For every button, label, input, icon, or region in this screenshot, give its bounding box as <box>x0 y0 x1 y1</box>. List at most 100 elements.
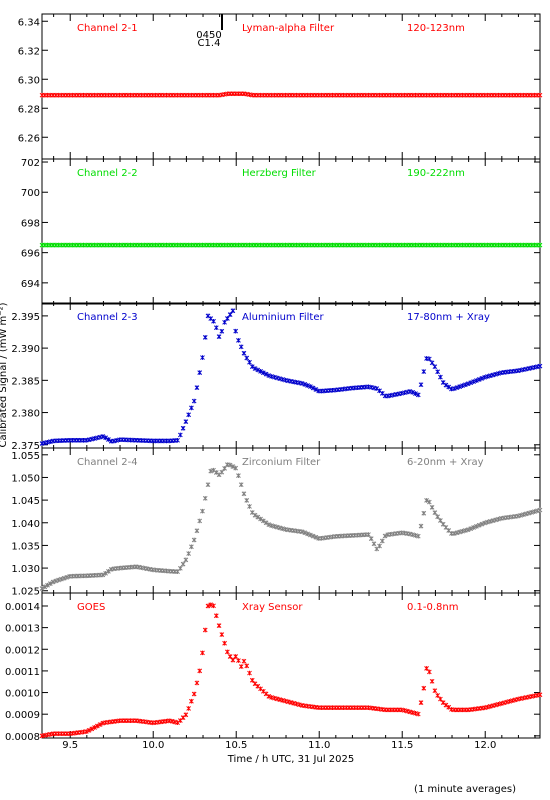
data-point <box>227 312 233 317</box>
data-point <box>537 507 543 513</box>
y-tick-label: 2.390 <box>11 344 40 355</box>
data-point <box>247 504 252 509</box>
data-point <box>263 520 269 526</box>
y-tick-label: 0.0014 <box>5 602 40 613</box>
data-point <box>482 520 488 526</box>
data-point <box>424 666 429 671</box>
series-4-markers <box>39 462 543 591</box>
data-point <box>238 664 244 669</box>
y-tick-label: 6.34 <box>18 17 40 28</box>
data-point <box>241 491 247 497</box>
data-point <box>438 518 443 523</box>
panel-5-panel-label: GOES <box>77 602 105 613</box>
data-point <box>429 505 435 510</box>
series-3-markers <box>39 308 543 446</box>
y-tick-label: 6.32 <box>18 46 40 57</box>
data-point <box>299 381 305 386</box>
y-tick-label: 6.30 <box>18 75 40 86</box>
data-point <box>432 688 438 694</box>
data-point <box>244 663 250 669</box>
data-point <box>180 425 186 431</box>
data-point <box>189 698 194 704</box>
data-point <box>236 473 241 478</box>
data-point <box>100 434 106 439</box>
data-point <box>216 334 222 340</box>
y-tick-label: 2.375 <box>11 441 40 452</box>
panel-2-panel-label: Channel 2-2 <box>77 168 138 179</box>
data-point <box>366 532 371 537</box>
data-point <box>222 640 227 646</box>
panel-4-band: 6-20nm + Xray <box>407 457 484 468</box>
data-point <box>454 385 460 390</box>
data-point <box>435 693 440 698</box>
data-point <box>89 726 95 732</box>
data-point <box>53 578 59 584</box>
panel-2-filter: Herzberg Filter <box>242 168 317 179</box>
y-tick-label: 2.380 <box>11 409 40 420</box>
data-point <box>421 369 427 374</box>
data-point <box>435 369 440 375</box>
data-point <box>457 384 463 390</box>
x-tick-label: 9.5 <box>62 740 78 751</box>
data-point <box>468 380 474 386</box>
data-point <box>92 725 97 730</box>
data-point <box>266 694 272 699</box>
data-point <box>465 381 471 387</box>
data-point <box>219 469 225 475</box>
data-point <box>252 366 258 371</box>
y-tick-label: 1.030 <box>11 564 40 575</box>
data-point <box>216 623 222 628</box>
data-point <box>415 392 421 398</box>
y-tick-label: 0.0011 <box>5 667 40 678</box>
y-tick-label: 0.0010 <box>5 689 40 700</box>
y-tick-label: 0.0013 <box>5 624 40 635</box>
data-point <box>476 377 482 382</box>
panel-3-filter: Aluminium Filter <box>242 312 325 323</box>
y-tick-label: 2.385 <box>11 376 40 387</box>
y-axis-label: Calibrated Signal / (mW m⁻²) <box>0 302 9 447</box>
data-point <box>213 613 219 619</box>
x-tick-label: 10.5 <box>225 740 247 751</box>
panel-4-filter: Zirconium Filter <box>242 457 321 468</box>
data-point <box>249 364 255 369</box>
data-point <box>537 242 543 248</box>
data-point <box>222 319 227 325</box>
data-point <box>94 723 100 729</box>
event-marker-time: 0450 <box>196 30 221 41</box>
data-point <box>415 533 421 539</box>
panel-4-panel-label: Channel 2-4 <box>77 457 138 468</box>
y-tick-label: 1.055 <box>11 451 40 462</box>
x-tick-label: 11.5 <box>391 740 413 751</box>
data-point <box>435 514 440 520</box>
series-5-markers <box>39 602 543 739</box>
data-point <box>197 668 203 674</box>
data-point <box>426 669 432 675</box>
data-point <box>175 437 180 443</box>
data-point <box>371 541 377 547</box>
data-point <box>191 398 197 404</box>
data-point <box>86 727 92 733</box>
data-point <box>471 379 476 384</box>
data-point <box>247 670 252 676</box>
data-point <box>374 386 380 391</box>
y-tick-label: 694 <box>21 279 40 290</box>
data-point <box>260 518 266 524</box>
data-point <box>183 557 189 563</box>
data-point <box>255 514 261 520</box>
data-point <box>42 584 48 590</box>
data-point <box>186 412 191 418</box>
y-tick-label: 696 <box>21 249 40 260</box>
footnote: (1 minute averages) <box>414 784 516 795</box>
data-point <box>471 525 476 530</box>
data-point <box>39 586 45 591</box>
data-point <box>382 533 388 539</box>
data-point <box>421 510 427 516</box>
panel-1-filter: Lyman-alpha Filter <box>242 23 335 34</box>
data-point <box>61 575 67 581</box>
data-point <box>227 654 233 659</box>
data-point <box>410 389 416 395</box>
data-point <box>219 632 225 637</box>
data-point <box>244 355 250 361</box>
x-tick-label: 12.0 <box>474 740 496 751</box>
data-point <box>537 692 543 698</box>
